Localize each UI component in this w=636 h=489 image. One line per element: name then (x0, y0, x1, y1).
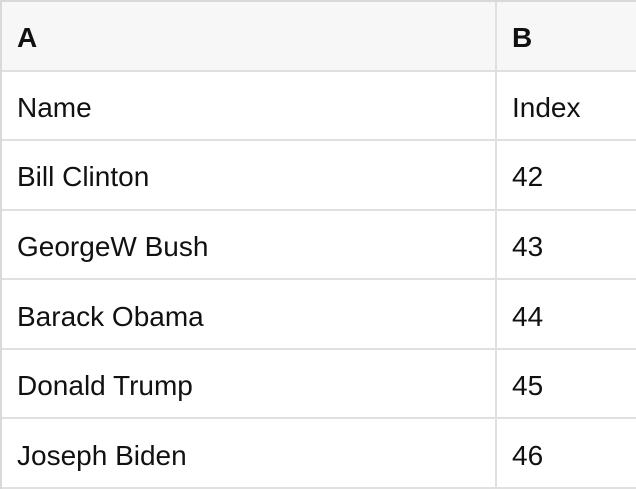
column-header-row: A B (2, 2, 636, 72)
cell-b5[interactable]: 45 (512, 370, 544, 402)
table-row: Barack Obama 44 (2, 280, 636, 350)
cell-b2[interactable]: 42 (512, 161, 544, 193)
cell-b1[interactable]: Index (512, 91, 581, 123)
table-row: Joseph Biden 46 (2, 419, 636, 489)
cell-a4[interactable]: Barack Obama (2, 280, 497, 348)
cell-a5[interactable]: Donald Trump (2, 349, 497, 418)
table-row: Bill Clinton 42 (2, 141, 636, 211)
table-row: GeorgeW Bush 43 (2, 210, 636, 281)
cell-b6[interactable]: 46 (512, 439, 544, 471)
table-row: Name Index (2, 71, 636, 142)
cell-b3[interactable]: 43 (512, 230, 544, 262)
column-header-b[interactable]: B (512, 22, 533, 54)
cell-b4[interactable]: 44 (512, 300, 544, 332)
table-row: Donald Trump 45 (2, 349, 636, 420)
cell-a6[interactable]: Joseph Biden (2, 419, 497, 487)
column-header-a[interactable]: A (2, 2, 497, 70)
cell-a1[interactable]: Name (2, 71, 497, 140)
cell-a3[interactable]: GeorgeW Bush (2, 210, 497, 279)
cell-a2[interactable]: Bill Clinton (2, 141, 497, 209)
